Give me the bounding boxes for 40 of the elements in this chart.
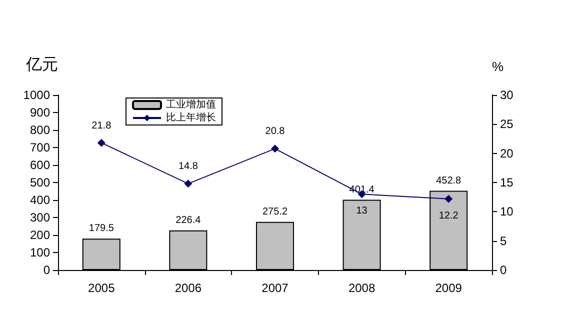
data-label: 179.5 bbox=[88, 223, 114, 234]
y-tick-label: 700 bbox=[30, 140, 50, 154]
y2-tick-label: 10 bbox=[500, 204, 514, 219]
y-tick-label: 400 bbox=[30, 193, 50, 207]
y2-tick-label: 15 bbox=[500, 176, 514, 190]
y2-tick-label: 0 bbox=[500, 263, 507, 277]
data-label: 21.8 bbox=[92, 120, 112, 132]
x-tick-label: 2008 bbox=[348, 281, 376, 295]
data-label: 20.8 bbox=[265, 126, 286, 138]
data-label: 14.8 bbox=[178, 161, 198, 172]
data-label: 452.8 bbox=[436, 175, 462, 186]
y-tick-label: 1000 bbox=[23, 88, 50, 102]
data-label: 13 bbox=[356, 206, 368, 217]
y2-tick-label: 5 bbox=[500, 234, 507, 248]
y-axis-title: 亿元 bbox=[25, 56, 58, 74]
y-tick-label: 900 bbox=[30, 106, 50, 120]
x-tick-label: 2009 bbox=[435, 281, 462, 295]
y-tick-label: 100 bbox=[30, 246, 50, 260]
point bbox=[444, 194, 453, 203]
y-tick-label: 0 bbox=[43, 263, 50, 277]
legend-label: 工业增加值 bbox=[166, 98, 216, 110]
data-label: 275.2 bbox=[262, 206, 288, 218]
y-tick-label: 800 bbox=[30, 123, 50, 137]
y2-tick-label: 25 bbox=[500, 117, 514, 132]
y-tick-label: 600 bbox=[30, 158, 50, 172]
point bbox=[184, 180, 192, 188]
legend-label: 比上年增长 bbox=[166, 112, 216, 124]
data-label: 12.2 bbox=[438, 210, 459, 222]
x-tick-label: 2005 bbox=[88, 281, 116, 295]
point bbox=[271, 144, 279, 153]
y-tick-label: 300 bbox=[30, 210, 50, 224]
y2-axis-title: % bbox=[492, 59, 504, 74]
x-tick-label: 2007 bbox=[262, 281, 289, 295]
y2-tick-label: 20 bbox=[500, 146, 514, 160]
y-tick-label: 200 bbox=[30, 228, 50, 242]
y2-tick-label: 30 bbox=[500, 88, 514, 102]
data-label: 226.4 bbox=[176, 214, 202, 226]
x-tick-label: 2006 bbox=[174, 281, 202, 295]
point bbox=[97, 138, 106, 147]
y-tick-label: 500 bbox=[30, 176, 50, 190]
